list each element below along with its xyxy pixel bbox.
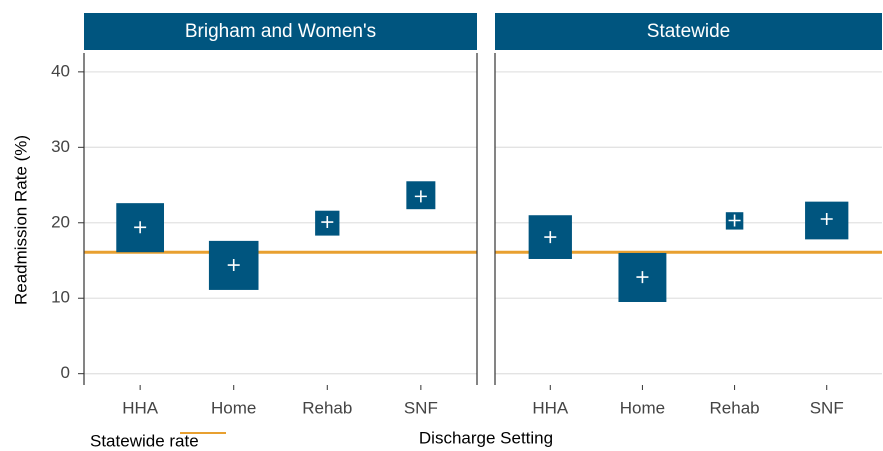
y-tick-label: 40 bbox=[51, 61, 70, 80]
estimate-point bbox=[227, 259, 240, 272]
facet-strip bbox=[495, 13, 882, 50]
estimate-point bbox=[134, 221, 147, 234]
estimate-point bbox=[321, 216, 334, 229]
y-tick-label: 0 bbox=[61, 363, 70, 382]
y-tick-label: 20 bbox=[51, 212, 70, 231]
facet-strip bbox=[84, 13, 477, 50]
facet-title: Brigham and Women's bbox=[185, 21, 376, 42]
estimate-point bbox=[728, 214, 741, 227]
estimate-point bbox=[820, 213, 833, 225]
x-tick-label: Rehab bbox=[710, 398, 760, 417]
x-tick-label: Rehab bbox=[302, 398, 352, 417]
y-tick-label: 10 bbox=[51, 288, 70, 307]
x-tick-label: HHA bbox=[532, 398, 569, 417]
x-tick-label: HHA bbox=[122, 398, 159, 417]
x-tick-label: SNF bbox=[404, 398, 438, 417]
legend-label: Statewide rate bbox=[90, 431, 199, 450]
y-axis-label: Readmission Rate (%) bbox=[11, 135, 30, 305]
x-tick-label: Home bbox=[620, 398, 665, 417]
estimate-point bbox=[414, 190, 427, 203]
x-tick-label: Home bbox=[211, 398, 256, 417]
estimate-point bbox=[636, 271, 649, 284]
x-axis-label: Discharge Setting bbox=[419, 428, 553, 447]
y-tick-label: 30 bbox=[51, 137, 70, 156]
estimate-point bbox=[544, 231, 557, 244]
facet-title: Statewide bbox=[647, 21, 730, 42]
x-tick-label: SNF bbox=[810, 398, 844, 417]
